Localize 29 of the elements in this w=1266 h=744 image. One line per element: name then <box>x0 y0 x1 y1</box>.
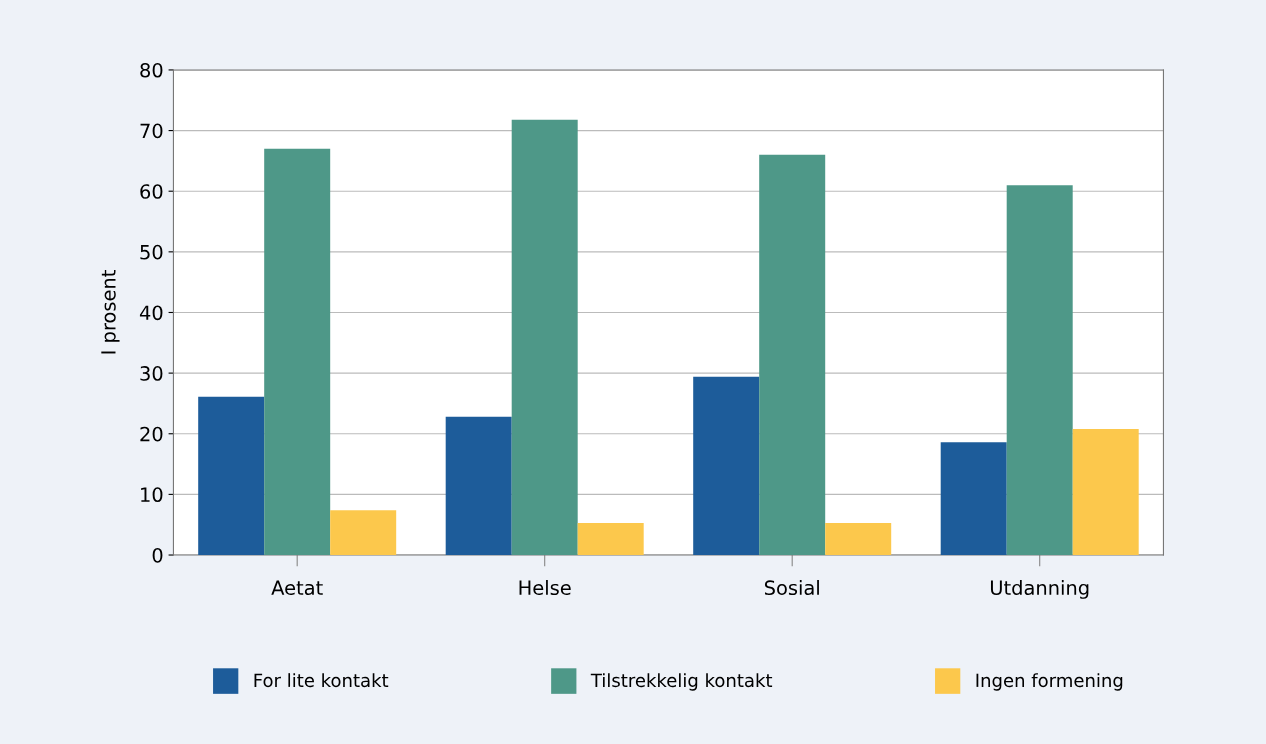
bar <box>264 148 331 556</box>
bar <box>693 376 760 556</box>
x-tick-label: Helse <box>519 580 571 596</box>
x-tick-label: Sosial <box>764 580 819 596</box>
bar <box>577 522 644 556</box>
y-tick-label: 40 <box>139 305 163 321</box>
bar <box>445 416 512 556</box>
legend-label: Ingen formening <box>976 673 1123 691</box>
bar <box>511 119 578 556</box>
y-tick-label: 20 <box>140 426 163 442</box>
y-tick-label: 60 <box>140 184 163 199</box>
bar <box>940 442 1007 556</box>
bar <box>198 396 265 556</box>
y-tick-label: 50 <box>140 244 163 260</box>
legend-label: Tilstrekkelig kontakt <box>590 673 773 691</box>
y-axis-title: I prosent <box>101 270 120 354</box>
legend-label: For lite kontakt <box>254 673 389 688</box>
x-tick-label: Utdanning <box>990 580 1089 599</box>
y-tick-label: 80 <box>140 62 163 78</box>
bar <box>825 522 892 556</box>
y-tick-label: 70 <box>140 123 163 139</box>
y-tick-label: 30 <box>140 366 163 381</box>
bar <box>759 154 826 556</box>
bar <box>330 510 397 556</box>
bar <box>1072 428 1139 556</box>
x-tick-label: Aetat <box>271 580 323 596</box>
bar <box>1006 185 1073 556</box>
y-tick-label: 10 <box>141 487 163 503</box>
y-tick-label: 0 <box>152 547 163 563</box>
